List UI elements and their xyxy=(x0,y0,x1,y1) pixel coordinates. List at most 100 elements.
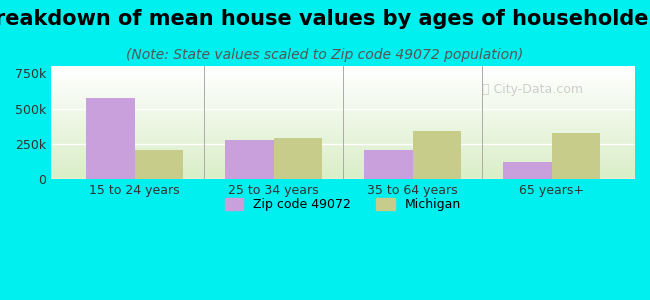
Bar xyxy=(51,76,635,77)
Bar xyxy=(51,173,635,174)
Bar xyxy=(51,100,635,101)
Bar xyxy=(413,130,462,179)
Bar xyxy=(51,125,635,126)
Bar xyxy=(225,140,274,179)
Bar xyxy=(51,158,635,159)
Bar xyxy=(51,82,635,83)
Bar xyxy=(51,86,635,87)
Bar xyxy=(51,98,635,99)
Bar xyxy=(51,85,635,86)
Bar xyxy=(51,80,635,81)
Bar xyxy=(51,95,635,96)
Bar xyxy=(51,150,635,151)
Bar xyxy=(86,98,135,179)
Bar xyxy=(51,154,635,155)
Bar xyxy=(51,153,635,154)
Bar xyxy=(51,96,635,97)
Bar xyxy=(51,149,635,150)
Bar xyxy=(51,117,635,118)
Bar xyxy=(51,167,635,168)
Bar xyxy=(51,102,635,103)
Bar xyxy=(51,170,635,171)
Bar xyxy=(51,70,635,71)
Bar xyxy=(503,162,552,179)
Bar xyxy=(51,142,635,143)
Bar xyxy=(51,123,635,124)
Bar xyxy=(51,88,635,89)
Bar xyxy=(51,146,635,147)
Bar xyxy=(51,83,635,84)
Bar xyxy=(51,119,635,120)
Bar xyxy=(51,67,635,68)
Bar xyxy=(51,139,635,140)
Bar xyxy=(51,79,635,80)
Bar xyxy=(51,147,635,148)
Bar xyxy=(51,108,635,109)
Bar xyxy=(51,69,635,70)
Bar xyxy=(51,151,635,152)
Bar xyxy=(51,130,635,131)
Bar xyxy=(51,178,635,179)
Bar xyxy=(51,156,635,157)
Bar xyxy=(51,155,635,156)
Bar xyxy=(51,141,635,142)
Bar xyxy=(51,103,635,104)
Bar xyxy=(51,122,635,123)
Bar xyxy=(51,94,635,95)
Bar xyxy=(51,89,635,90)
Bar xyxy=(51,128,635,129)
Bar xyxy=(51,105,635,106)
Bar xyxy=(51,132,635,133)
Bar xyxy=(51,172,635,173)
Bar xyxy=(51,134,635,135)
Bar xyxy=(51,136,635,137)
Bar xyxy=(51,157,635,158)
Bar xyxy=(51,113,635,114)
Bar xyxy=(51,104,635,105)
Bar xyxy=(51,176,635,177)
Bar xyxy=(51,140,635,141)
Legend: Zip code 49072, Michigan: Zip code 49072, Michigan xyxy=(220,193,466,216)
Bar xyxy=(51,165,635,166)
Bar xyxy=(51,129,635,130)
Bar xyxy=(51,116,635,117)
Bar xyxy=(135,150,183,179)
Bar xyxy=(51,143,635,144)
Bar xyxy=(51,78,635,79)
Bar xyxy=(51,118,635,119)
Bar xyxy=(51,115,635,116)
Bar xyxy=(364,150,413,179)
Bar xyxy=(51,77,635,78)
Bar xyxy=(51,81,635,82)
Bar xyxy=(51,138,635,139)
Bar xyxy=(51,114,635,115)
Bar xyxy=(51,71,635,72)
Bar xyxy=(51,107,635,108)
Bar xyxy=(51,160,635,161)
Bar xyxy=(51,101,635,102)
Bar xyxy=(51,133,635,134)
Bar xyxy=(552,134,600,179)
Bar xyxy=(51,163,635,164)
Bar xyxy=(51,169,635,170)
Bar xyxy=(51,92,635,93)
Bar xyxy=(51,109,635,110)
Bar xyxy=(51,161,635,162)
Bar xyxy=(51,144,635,145)
Bar xyxy=(51,111,635,112)
Bar xyxy=(51,74,635,75)
Bar xyxy=(51,137,635,138)
Bar xyxy=(51,159,635,160)
Bar xyxy=(51,87,635,88)
Bar xyxy=(51,164,635,165)
Bar xyxy=(51,152,635,153)
Bar xyxy=(51,148,635,149)
Bar xyxy=(51,99,635,100)
Bar xyxy=(51,66,635,67)
Bar xyxy=(51,126,635,127)
Bar xyxy=(51,121,635,122)
Bar xyxy=(51,131,635,132)
Text: ⓘ City-Data.com: ⓘ City-Data.com xyxy=(482,83,584,97)
Bar xyxy=(51,168,635,169)
Bar xyxy=(51,171,635,172)
